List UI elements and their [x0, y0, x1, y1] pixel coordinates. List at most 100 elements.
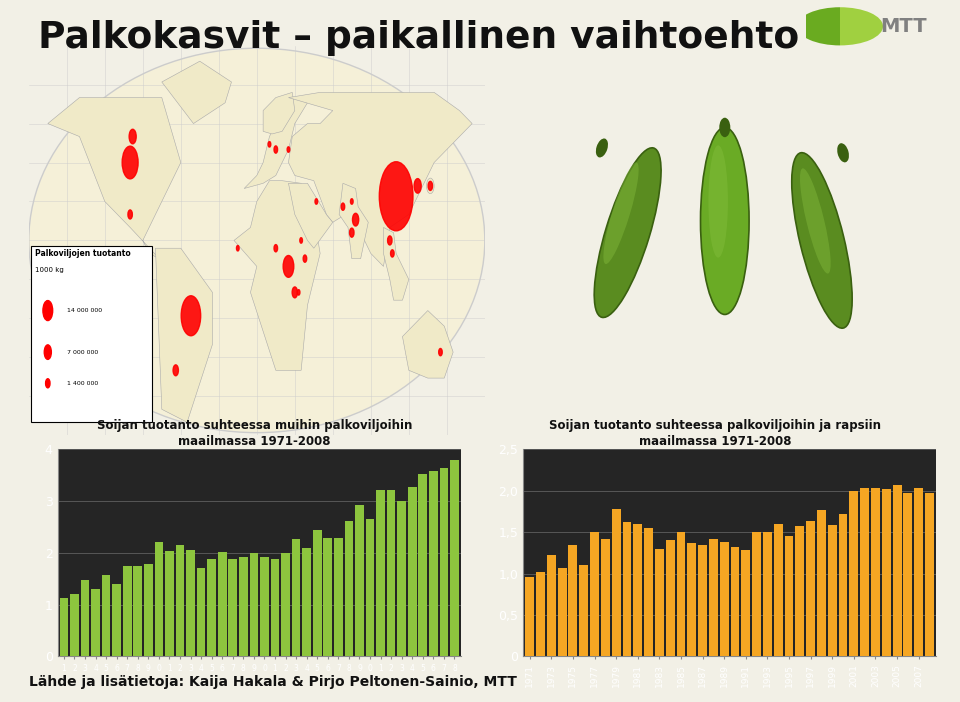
Bar: [741, 550, 751, 656]
Circle shape: [391, 250, 395, 257]
Circle shape: [122, 146, 138, 179]
Circle shape: [350, 199, 353, 204]
Circle shape: [349, 228, 354, 237]
Bar: [568, 545, 577, 656]
Circle shape: [428, 181, 433, 190]
Circle shape: [298, 290, 300, 295]
Bar: [313, 529, 322, 656]
Polygon shape: [339, 183, 369, 258]
Bar: [218, 552, 227, 656]
Bar: [70, 594, 79, 656]
Bar: [525, 577, 534, 656]
Text: maailmassa 1971-2008: maailmassa 1971-2008: [179, 435, 330, 448]
Ellipse shape: [594, 148, 661, 317]
Wedge shape: [840, 7, 883, 46]
Circle shape: [303, 255, 306, 263]
Bar: [622, 522, 632, 656]
Circle shape: [352, 213, 359, 226]
Circle shape: [300, 238, 302, 243]
Text: maailmassa 1971-2008: maailmassa 1971-2008: [639, 435, 791, 448]
Bar: [440, 468, 448, 656]
Polygon shape: [234, 180, 320, 370]
Circle shape: [439, 348, 443, 356]
Bar: [250, 553, 258, 656]
Circle shape: [341, 203, 345, 211]
Bar: [634, 524, 642, 656]
Text: Soijan tuotanto suhteessa palkoviljoihin ja rapsiin: Soijan tuotanto suhteessa palkoviljoihin…: [549, 418, 881, 432]
Text: 1 400 000: 1 400 000: [67, 380, 98, 386]
Bar: [345, 521, 353, 656]
Bar: [655, 549, 663, 656]
Bar: [81, 580, 89, 656]
Bar: [366, 519, 374, 656]
Circle shape: [287, 147, 290, 152]
Polygon shape: [263, 93, 295, 134]
Bar: [387, 490, 396, 656]
Bar: [774, 524, 782, 656]
Polygon shape: [288, 93, 472, 266]
Bar: [806, 522, 815, 656]
Bar: [186, 550, 195, 656]
Bar: [698, 545, 707, 656]
Polygon shape: [383, 227, 409, 300]
FancyBboxPatch shape: [32, 246, 152, 422]
Circle shape: [130, 129, 136, 144]
Bar: [677, 532, 685, 656]
Bar: [197, 569, 205, 656]
Polygon shape: [156, 249, 212, 422]
Bar: [784, 536, 794, 656]
Text: 7 000 000: 7 000 000: [67, 350, 98, 355]
Bar: [763, 532, 772, 656]
Bar: [590, 532, 599, 656]
Text: Soijan tuotanto suhteessa muihin palkoviljoihin: Soijan tuotanto suhteessa muihin palkovi…: [97, 418, 412, 432]
Bar: [292, 539, 300, 656]
Bar: [893, 485, 901, 656]
Bar: [871, 488, 880, 656]
Bar: [302, 548, 311, 656]
Text: Palkokasvit – paikallinen vaihtoehto: Palkokasvit – paikallinen vaihtoehto: [38, 20, 800, 55]
Text: Lähde ja lisätietoja: Kaija Hakala & Pirjo Peltonen-Sainio, MTT: Lähde ja lisätietoja: Kaija Hakala & Pir…: [29, 675, 516, 689]
Polygon shape: [402, 310, 453, 378]
Bar: [450, 460, 459, 656]
Circle shape: [181, 296, 201, 336]
Polygon shape: [48, 98, 180, 258]
Ellipse shape: [596, 138, 608, 157]
Bar: [558, 568, 566, 656]
Bar: [207, 559, 216, 656]
Bar: [817, 510, 826, 656]
Text: Palkoviljojen tuotanto: Palkoviljojen tuotanto: [36, 249, 131, 258]
Circle shape: [292, 287, 298, 298]
Bar: [102, 574, 110, 656]
Circle shape: [388, 236, 392, 245]
Circle shape: [268, 142, 271, 147]
Bar: [882, 489, 891, 656]
Bar: [144, 564, 153, 656]
Bar: [429, 471, 438, 656]
Circle shape: [274, 244, 277, 252]
Polygon shape: [288, 183, 333, 249]
Bar: [133, 566, 142, 656]
Bar: [536, 572, 545, 656]
Bar: [925, 494, 934, 656]
Bar: [665, 541, 675, 656]
Bar: [112, 584, 121, 656]
Bar: [796, 526, 804, 656]
Circle shape: [379, 161, 413, 231]
Circle shape: [43, 300, 53, 321]
Wedge shape: [797, 7, 840, 46]
Bar: [165, 551, 174, 656]
Bar: [839, 514, 848, 656]
Bar: [334, 538, 343, 656]
Bar: [612, 509, 620, 656]
Bar: [753, 532, 761, 656]
Bar: [271, 559, 279, 656]
Bar: [355, 505, 364, 656]
Circle shape: [173, 365, 179, 376]
Circle shape: [45, 379, 50, 388]
Bar: [601, 538, 610, 656]
Bar: [850, 491, 858, 656]
Ellipse shape: [29, 48, 485, 432]
Bar: [408, 486, 417, 656]
Ellipse shape: [837, 143, 849, 162]
Bar: [228, 559, 237, 656]
